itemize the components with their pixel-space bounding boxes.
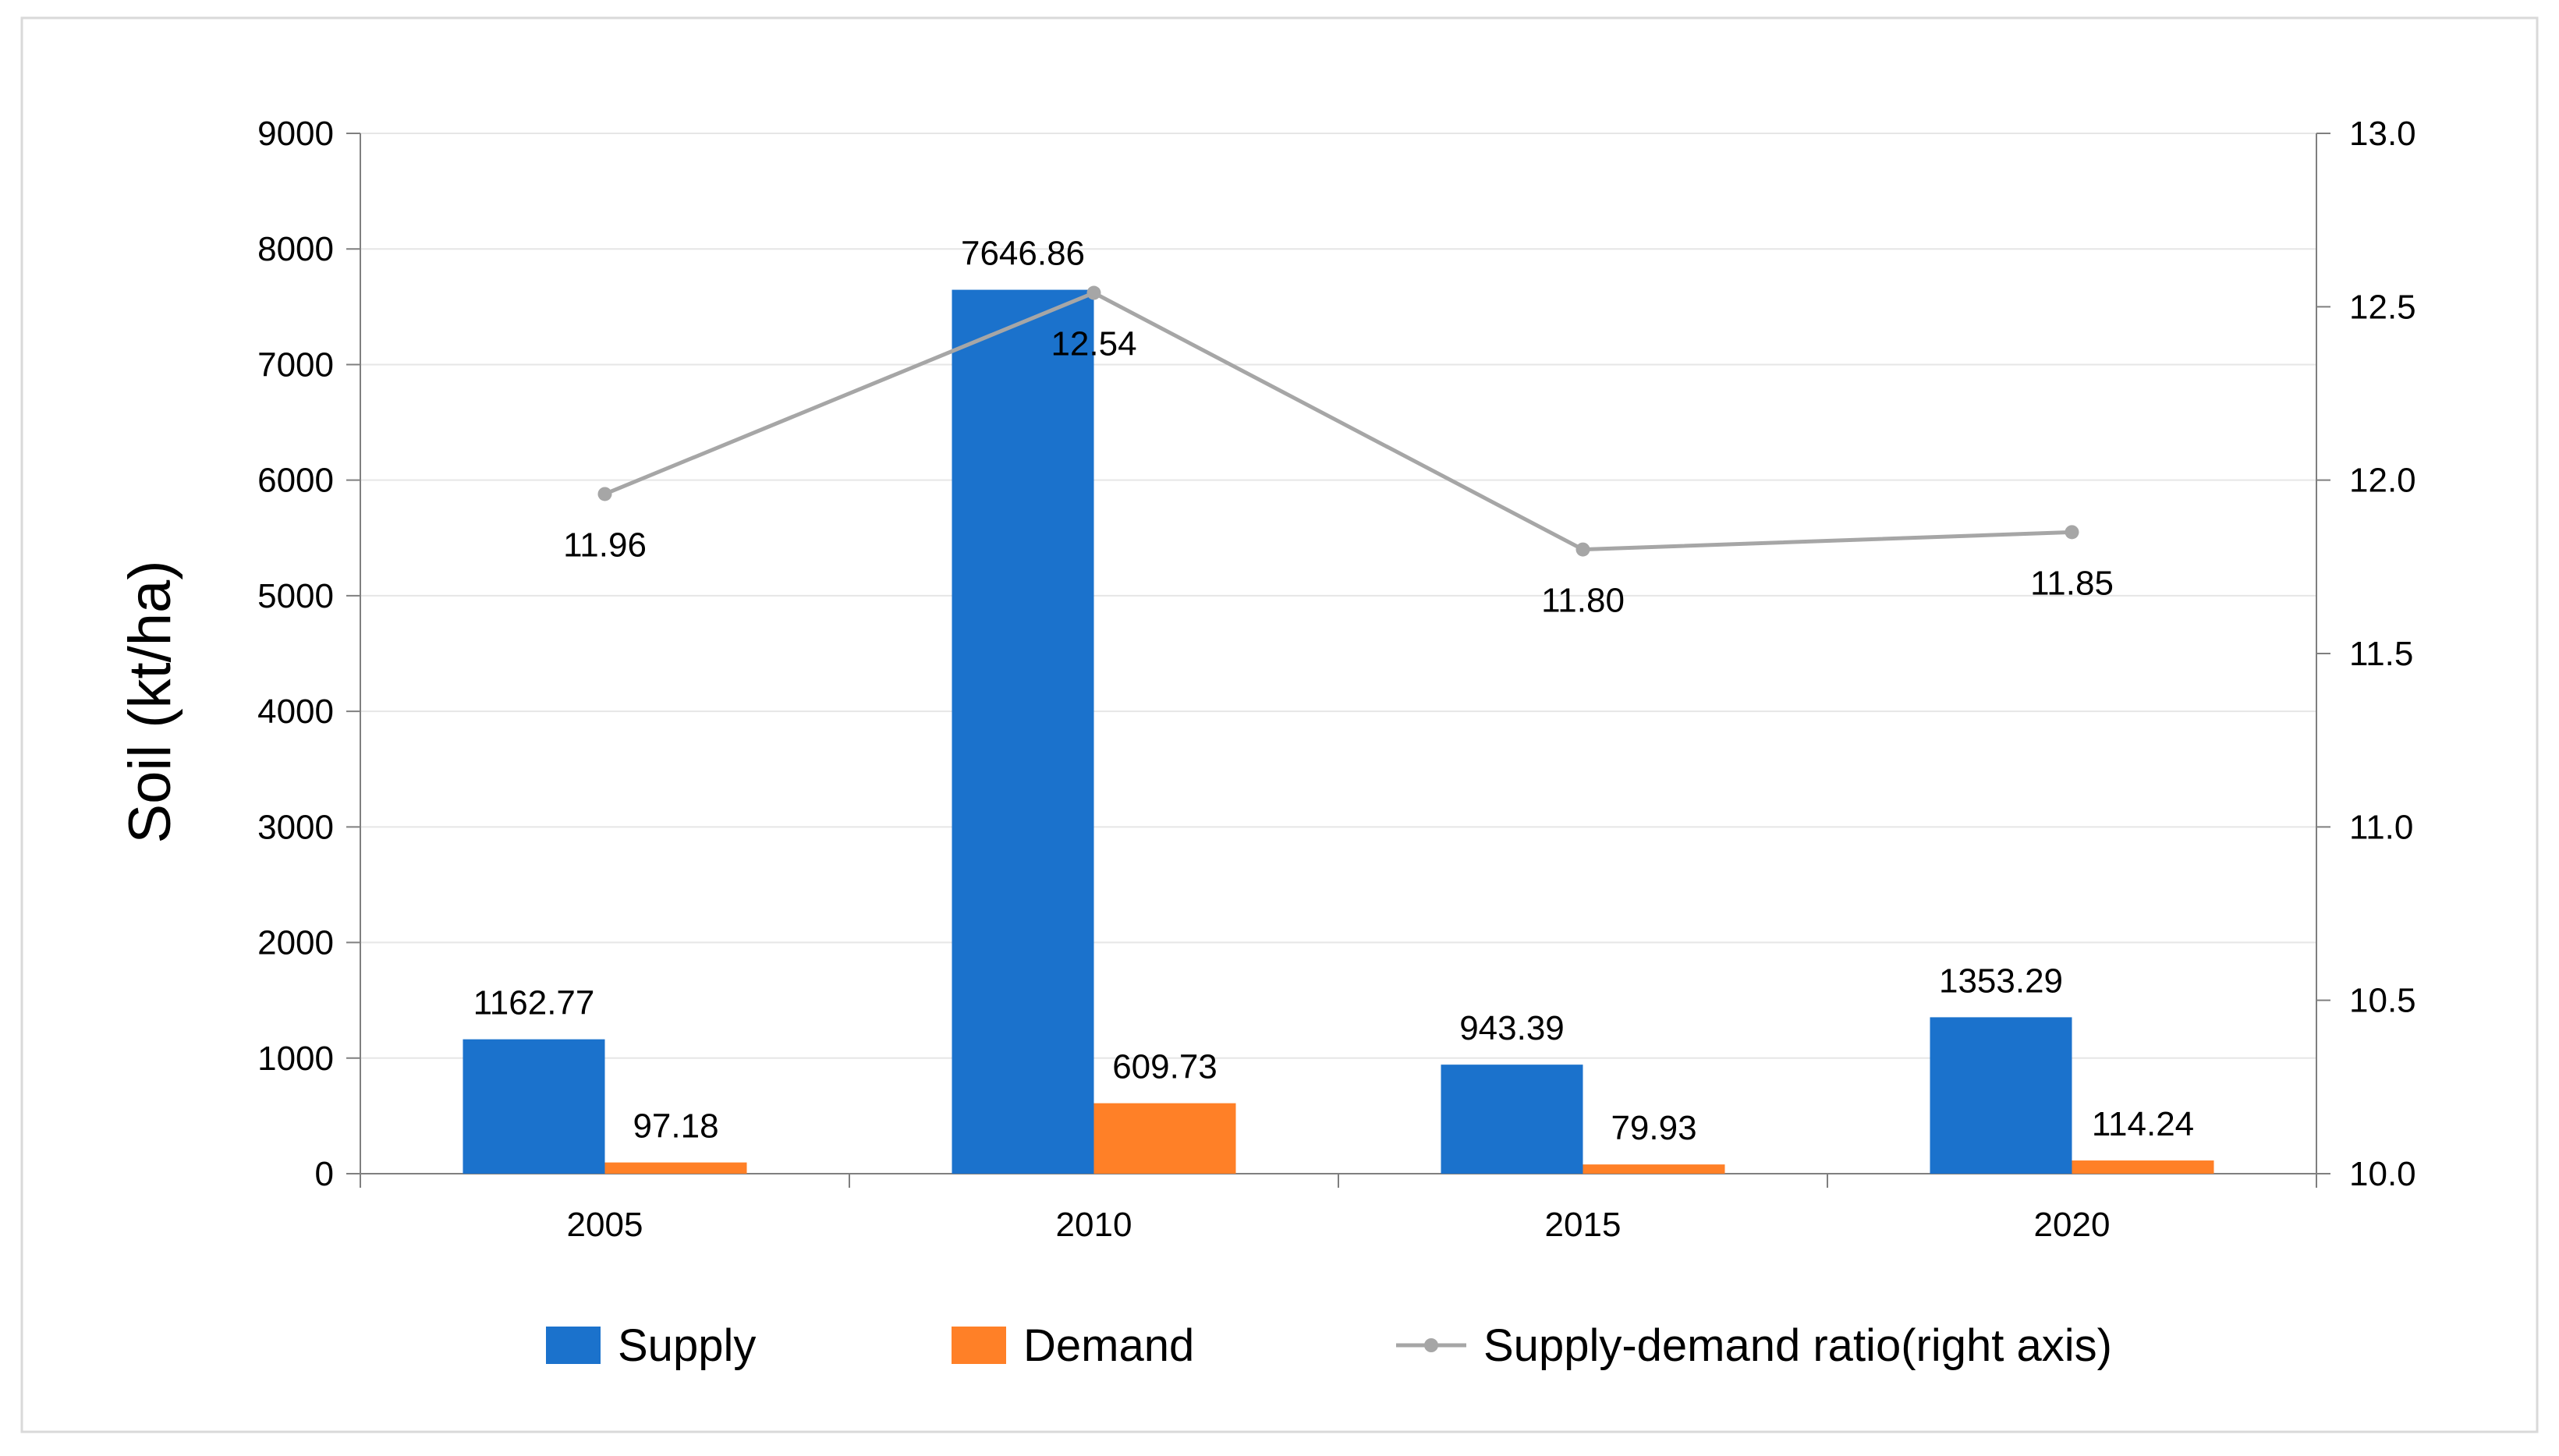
y-tick-label: 5000 [257, 577, 334, 615]
chart-frame [20, 16, 2539, 1433]
axes: 0 1000 2000 3000 4000 5000 6000 7000 8000 9000 10.… [257, 115, 2416, 1244]
ratio-point [1086, 285, 1101, 300]
legend-marker [1424, 1338, 1438, 1352]
legend-label: Supply-demand ratio(right axis) [1483, 1320, 2112, 1371]
ratio-line-path [604, 290, 2072, 552]
supply-bar [1441, 1065, 1583, 1174]
legend-label: Demand [1023, 1320, 1194, 1371]
y2-tick-label: 13.0 [2349, 115, 2416, 153]
legend-swatch [952, 1327, 1006, 1364]
y2-tick-label: 11.0 [2349, 808, 2413, 846]
supply-value-label: 943.39 [1459, 1009, 1565, 1047]
y2-tick-label: 12.0 [2349, 462, 2416, 500]
y2-tick-label: 11.5 [2349, 635, 2413, 673]
data-labels: 1162.77 7646.86 943.39 1353.29 97.18 609.73 79… [473, 235, 2195, 1148]
ratio-point [2065, 525, 2079, 540]
y-tick-label: 3000 [257, 808, 334, 846]
gridlines [360, 133, 2316, 1059]
y-tick-label: 0 [315, 1155, 334, 1193]
y-tick-label: 2000 [257, 924, 334, 962]
y-tick-label: 7000 [257, 345, 334, 384]
y2-tick-label: 12.5 [2349, 288, 2416, 326]
supply-value-label: 7646.86 [961, 235, 1085, 273]
legend-swatch [546, 1327, 601, 1364]
supply-value-label: 1162.77 [473, 984, 595, 1022]
y-tick-label: 6000 [257, 462, 334, 500]
supply-bar [463, 1039, 605, 1174]
y-tick-label: 1000 [257, 1040, 334, 1078]
supply-bar [1930, 1017, 2072, 1174]
bars [463, 289, 2214, 1174]
y-tick-label: 8000 [257, 230, 334, 268]
demand-bar [2072, 1160, 2214, 1174]
y-tick-label: 4000 [257, 693, 334, 731]
ratio-point [1575, 542, 1590, 557]
x-tick-label: 2005 [567, 1206, 643, 1244]
ratio-value-label: 11.85 [2030, 564, 2114, 602]
y-axis-title: Soil (kt/ha) [117, 560, 183, 843]
y2-tick-label: 10.5 [2349, 982, 2416, 1020]
demand-bar [604, 1162, 747, 1174]
ratio-point [597, 487, 612, 501]
demand-bar [1093, 1103, 1236, 1174]
x-tick-label: 2020 [2034, 1206, 2111, 1244]
demand-value-label: 97.18 [633, 1107, 718, 1146]
ratio-line [597, 285, 2079, 557]
legend: Supply Demand Supply-demand ratio(right ax… [546, 1320, 2112, 1371]
y-tick-label: 9000 [257, 115, 334, 153]
demand-bar [1583, 1164, 1725, 1174]
demand-value-label: 79.93 [1611, 1109, 1696, 1147]
demand-value-label: 114.24 [2092, 1105, 2194, 1143]
ratio-value-label: 11.96 [563, 526, 647, 564]
ratio-value-label: 12.54 [1051, 325, 1136, 363]
demand-value-label: 609.73 [1112, 1048, 1217, 1086]
ratio-value-label: 11.80 [1541, 582, 1625, 620]
legend-label: Supply [618, 1320, 756, 1371]
x-tick-label: 2015 [1545, 1206, 1622, 1244]
y2-tick-label: 10.0 [2349, 1155, 2416, 1193]
x-tick-label: 2010 [1056, 1206, 1132, 1244]
supply-bar [952, 289, 1094, 1174]
supply-value-label: 1353.29 [1939, 962, 2063, 1000]
